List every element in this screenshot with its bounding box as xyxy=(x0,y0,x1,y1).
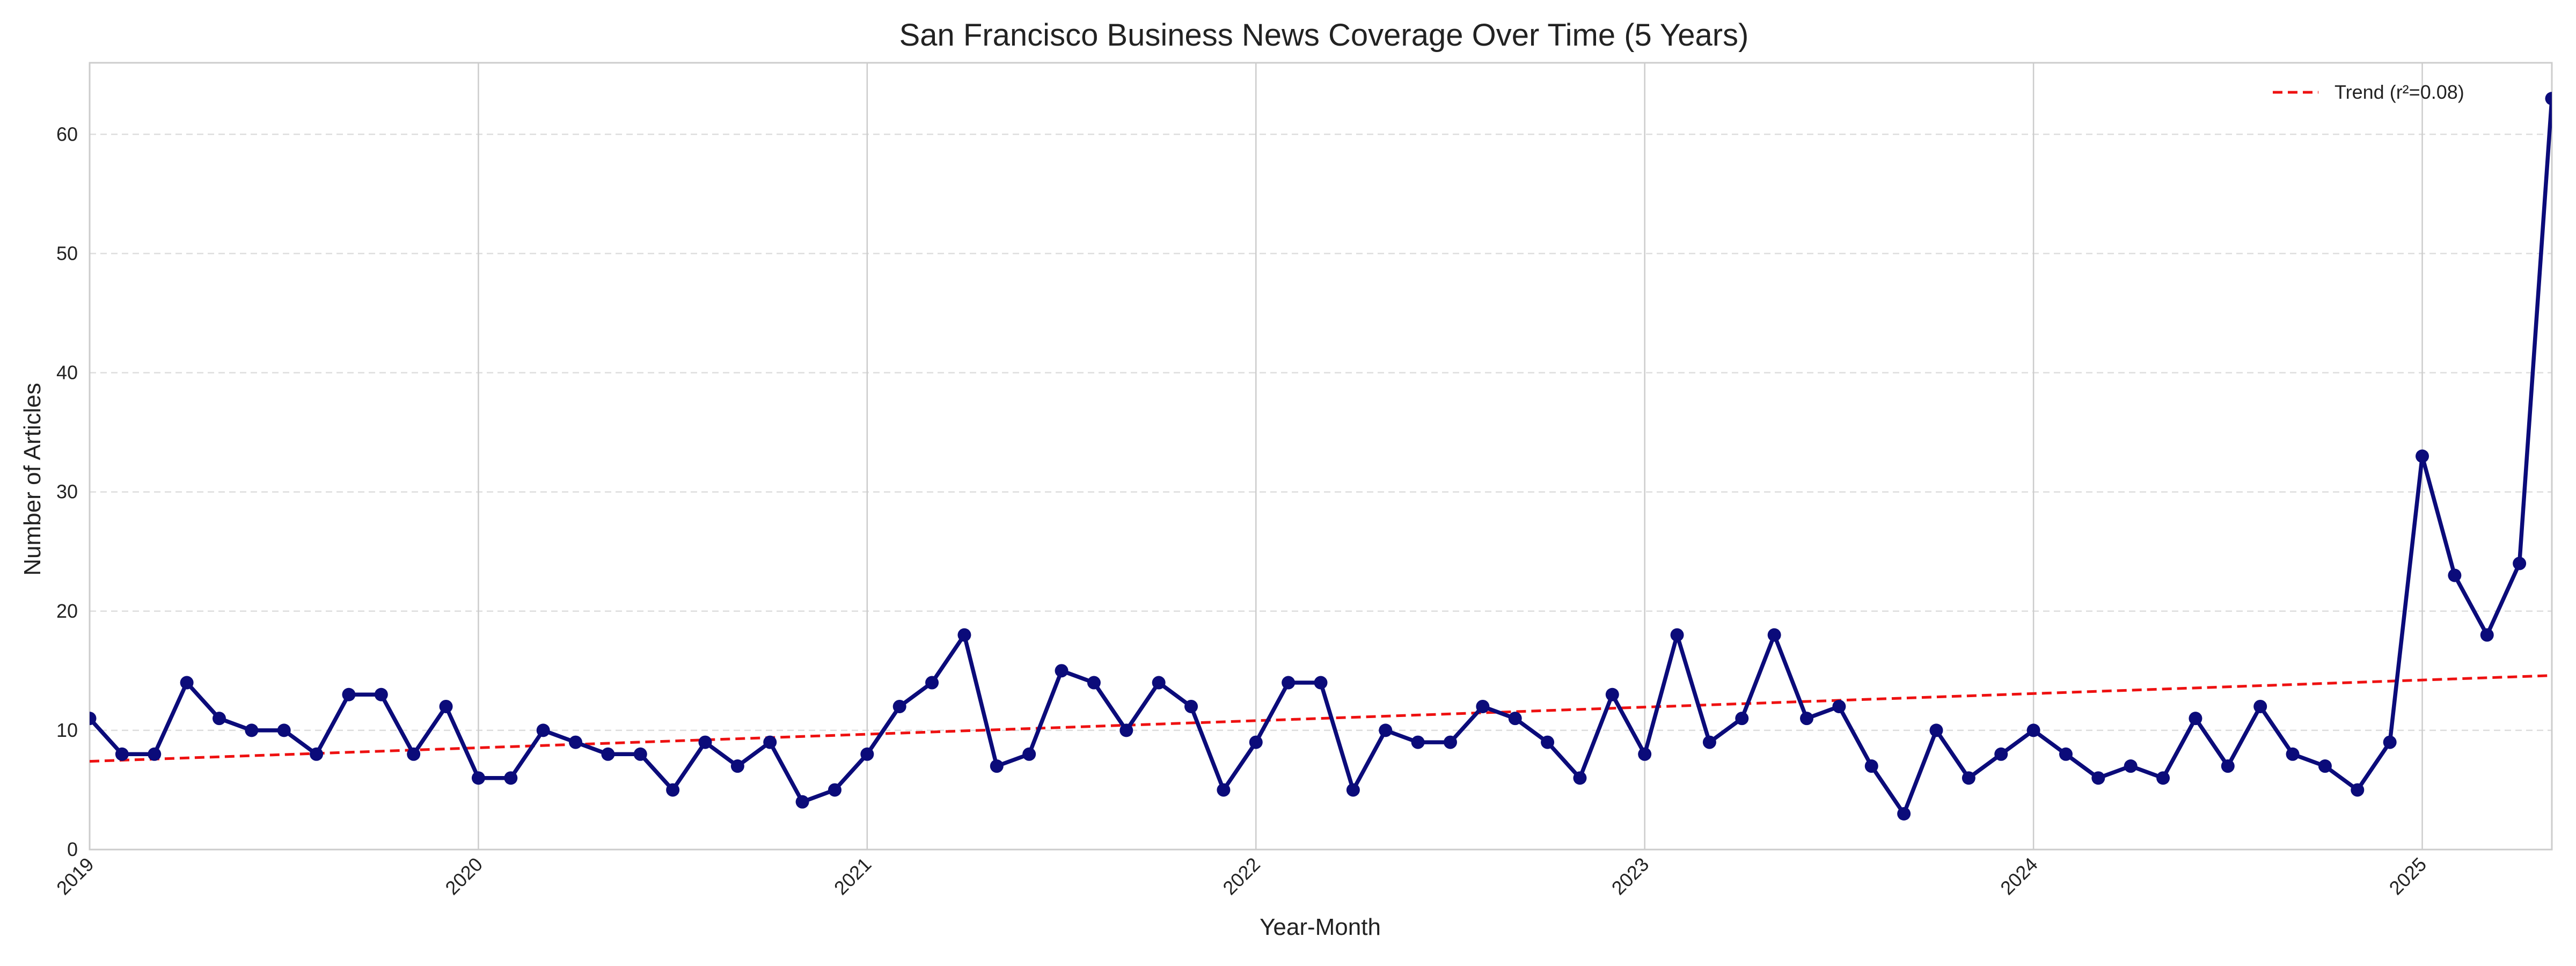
data-point xyxy=(2545,92,2552,106)
data-point xyxy=(1282,676,1296,690)
data-point xyxy=(1573,771,1587,785)
data-point xyxy=(2253,699,2267,713)
plot-border xyxy=(89,62,2553,851)
data-point xyxy=(1119,723,1133,737)
data-point xyxy=(1087,676,1101,690)
data-point xyxy=(2351,783,2365,797)
data-point xyxy=(1249,735,1263,749)
data-point xyxy=(1670,628,1684,642)
data-point xyxy=(374,687,388,701)
data-point xyxy=(148,747,162,761)
data-point xyxy=(1314,676,1328,690)
data-point xyxy=(1994,747,2008,761)
data-point xyxy=(892,699,906,713)
y-tick-label: 50 xyxy=(56,242,78,264)
x-axis-label: Year-Month xyxy=(1260,914,1381,940)
data-point xyxy=(1346,783,1360,797)
data-point xyxy=(342,687,356,701)
data-point xyxy=(245,723,259,737)
data-point xyxy=(2513,557,2527,570)
data-point xyxy=(1055,664,1069,678)
data-point xyxy=(1800,712,1814,726)
data-point xyxy=(925,676,939,690)
data-point xyxy=(115,747,129,761)
data-point xyxy=(407,747,421,761)
data-point xyxy=(2448,568,2462,582)
data-point xyxy=(1832,699,1846,713)
data-point xyxy=(633,747,647,761)
y-axis-label: Number of Articles xyxy=(19,383,46,575)
y-tick-label: 40 xyxy=(56,362,78,384)
data-point xyxy=(2416,449,2429,463)
data-point xyxy=(1767,628,1781,642)
legend-trend-label: Trend (r²=0.08) xyxy=(2334,81,2464,103)
data-point xyxy=(2383,735,2397,749)
y-tick-label: 20 xyxy=(56,600,78,622)
y-tick-label: 0 xyxy=(67,838,78,860)
data-point xyxy=(1443,735,1457,749)
data-point xyxy=(990,759,1004,773)
data-point xyxy=(1702,735,1716,749)
data-point xyxy=(504,771,518,785)
data-point xyxy=(471,771,485,785)
data-point xyxy=(1217,783,1231,797)
data-point xyxy=(439,699,453,713)
data-point xyxy=(828,783,841,797)
data-point xyxy=(2059,747,2073,761)
data-point xyxy=(1735,712,1749,726)
data-point xyxy=(1864,759,1878,773)
y-tick-label: 30 xyxy=(56,481,78,503)
data-point xyxy=(1897,807,1911,821)
data-point xyxy=(1638,747,1652,761)
data-point xyxy=(2286,747,2300,761)
data-point xyxy=(1022,747,1036,761)
data-point xyxy=(1152,676,1166,690)
data-point xyxy=(601,747,615,761)
data-point xyxy=(1184,699,1198,713)
data-point xyxy=(763,735,777,749)
data-point xyxy=(2480,628,2494,642)
data-point xyxy=(957,628,971,642)
data-point xyxy=(2221,759,2235,773)
trend-line xyxy=(90,674,2552,763)
data-point xyxy=(310,747,324,761)
data-point xyxy=(90,712,97,726)
series-group xyxy=(90,92,2552,821)
data-point xyxy=(1508,712,1522,726)
data-point xyxy=(212,712,226,726)
data-point xyxy=(536,723,550,737)
data-point xyxy=(277,723,291,737)
data-point xyxy=(2124,759,2138,773)
data-point xyxy=(569,735,583,749)
data-point xyxy=(1476,699,1490,713)
data-point xyxy=(2091,771,2105,785)
data-point xyxy=(666,783,680,797)
data-point xyxy=(180,676,194,690)
y-tick-label: 10 xyxy=(56,719,78,741)
data-point xyxy=(2318,759,2332,773)
y-tick-label: 60 xyxy=(56,123,78,145)
data-point xyxy=(1962,771,1975,785)
data-point xyxy=(698,735,712,749)
data-point xyxy=(1411,735,1425,749)
data-point xyxy=(860,747,874,761)
data-point xyxy=(1929,723,1943,737)
data-point xyxy=(795,795,809,809)
data-point xyxy=(2026,723,2040,737)
data-point xyxy=(2156,771,2170,785)
data-point xyxy=(730,759,744,773)
data-point xyxy=(1379,723,1393,737)
chart-title: San Francisco Business News Coverage Ove… xyxy=(899,18,1749,53)
data-point xyxy=(1541,735,1555,749)
data-point xyxy=(2189,712,2202,726)
data-point xyxy=(1605,687,1619,701)
